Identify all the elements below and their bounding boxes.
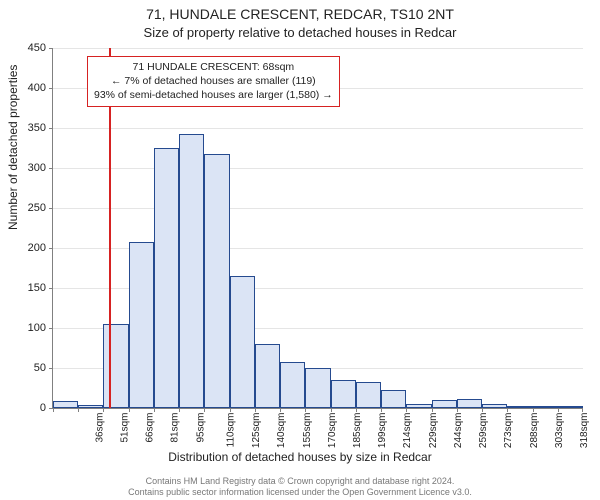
ytick-label: 250	[16, 202, 46, 214]
xtick-label: 170sqm	[327, 413, 338, 449]
xtick-mark	[331, 408, 332, 412]
ytick-mark	[49, 288, 53, 289]
xtick-mark	[482, 408, 483, 412]
footer-attribution: Contains HM Land Registry data © Crown c…	[0, 476, 600, 499]
xtick-label: 288sqm	[529, 413, 540, 449]
histogram-bar	[356, 382, 381, 408]
histogram-bar	[255, 344, 280, 408]
xtick-label: 199sqm	[377, 413, 388, 449]
histogram-plot: 36sqm51sqm66sqm81sqm95sqm110sqm125sqm140…	[52, 48, 583, 409]
xtick-label: 51sqm	[119, 413, 130, 443]
ytick-mark	[49, 128, 53, 129]
histogram-bar	[507, 406, 532, 408]
xtick-label: 318sqm	[579, 413, 590, 449]
annotation-line: 93% of semi-detached houses are larger (…	[94, 88, 333, 102]
xtick-mark	[432, 408, 433, 412]
footer-line-1: Contains HM Land Registry data © Crown c…	[0, 476, 600, 487]
histogram-bar	[432, 400, 457, 408]
ytick-mark	[49, 208, 53, 209]
xtick-mark	[78, 408, 79, 412]
xtick-mark	[305, 408, 306, 412]
annotation-box: 71 HUNDALE CRESCENT: 68sqm← 7% of detach…	[87, 56, 340, 107]
ytick-mark	[49, 88, 53, 89]
ytick-label: 100	[16, 322, 46, 334]
gridline	[53, 168, 583, 169]
xtick-mark	[129, 408, 130, 412]
ytick-mark	[49, 168, 53, 169]
xtick-mark	[280, 408, 281, 412]
histogram-bar	[558, 406, 583, 408]
ytick-label: 300	[16, 162, 46, 174]
ytick-label: 450	[16, 42, 46, 54]
chart-title-subtitle: Size of property relative to detached ho…	[0, 25, 600, 40]
xtick-mark	[230, 408, 231, 412]
histogram-bar	[78, 405, 103, 408]
histogram-bar	[533, 406, 558, 408]
ytick-label: 150	[16, 282, 46, 294]
xtick-mark	[53, 408, 54, 412]
histogram-bar	[204, 154, 229, 408]
xtick-label: 259sqm	[478, 413, 489, 449]
x-axis-label: Distribution of detached houses by size …	[0, 450, 600, 464]
ytick-mark	[49, 368, 53, 369]
annotation-line: ← 7% of detached houses are smaller (119…	[94, 74, 333, 88]
gridline	[53, 48, 583, 49]
xtick-label: 95sqm	[195, 413, 206, 443]
histogram-bar	[331, 380, 356, 408]
ytick-label: 400	[16, 82, 46, 94]
xtick-label: 185sqm	[352, 413, 363, 449]
ytick-label: 0	[16, 402, 46, 414]
histogram-bar	[381, 390, 406, 408]
xtick-label: 125sqm	[251, 413, 262, 449]
histogram-bar	[129, 242, 154, 408]
xtick-label: 303sqm	[554, 413, 565, 449]
xtick-label: 229sqm	[428, 413, 439, 449]
xtick-mark	[457, 408, 458, 412]
xtick-mark	[558, 408, 559, 412]
histogram-bar	[457, 399, 482, 408]
xtick-mark	[381, 408, 382, 412]
xtick-mark	[179, 408, 180, 412]
xtick-mark	[356, 408, 357, 412]
ytick-mark	[49, 48, 53, 49]
histogram-bar	[482, 404, 507, 408]
histogram-bar	[280, 362, 305, 408]
histogram-bar	[154, 148, 179, 408]
histogram-bar	[406, 404, 431, 408]
xtick-label: 244sqm	[453, 413, 464, 449]
xtick-label: 66sqm	[145, 413, 156, 443]
xtick-mark	[255, 408, 256, 412]
xtick-mark	[154, 408, 155, 412]
gridline	[53, 128, 583, 129]
xtick-mark	[406, 408, 407, 412]
ytick-mark	[49, 328, 53, 329]
annotation-line: 71 HUNDALE CRESCENT: 68sqm	[94, 60, 333, 74]
xtick-label: 36sqm	[94, 413, 105, 443]
histogram-bar	[103, 324, 128, 408]
xtick-mark	[507, 408, 508, 412]
xtick-label: 110sqm	[225, 413, 236, 448]
xtick-mark	[582, 408, 583, 412]
histogram-bar	[305, 368, 330, 408]
xtick-mark	[204, 408, 205, 412]
xtick-label: 273sqm	[504, 413, 515, 449]
xtick-label: 214sqm	[403, 413, 414, 449]
ytick-label: 50	[16, 362, 46, 374]
histogram-bar	[53, 401, 78, 408]
gridline	[53, 208, 583, 209]
histogram-bar	[179, 134, 204, 408]
xtick-mark	[533, 408, 534, 412]
xtick-label: 140sqm	[276, 413, 287, 449]
ytick-label: 350	[16, 122, 46, 134]
histogram-bar	[230, 276, 255, 408]
xtick-label: 155sqm	[302, 413, 313, 449]
xtick-mark	[103, 408, 104, 412]
chart-title-address: 71, HUNDALE CRESCENT, REDCAR, TS10 2NT	[0, 6, 600, 22]
ytick-label: 200	[16, 242, 46, 254]
ytick-mark	[49, 248, 53, 249]
footer-line-2: Contains public sector information licen…	[0, 487, 600, 498]
xtick-label: 81sqm	[170, 413, 181, 443]
